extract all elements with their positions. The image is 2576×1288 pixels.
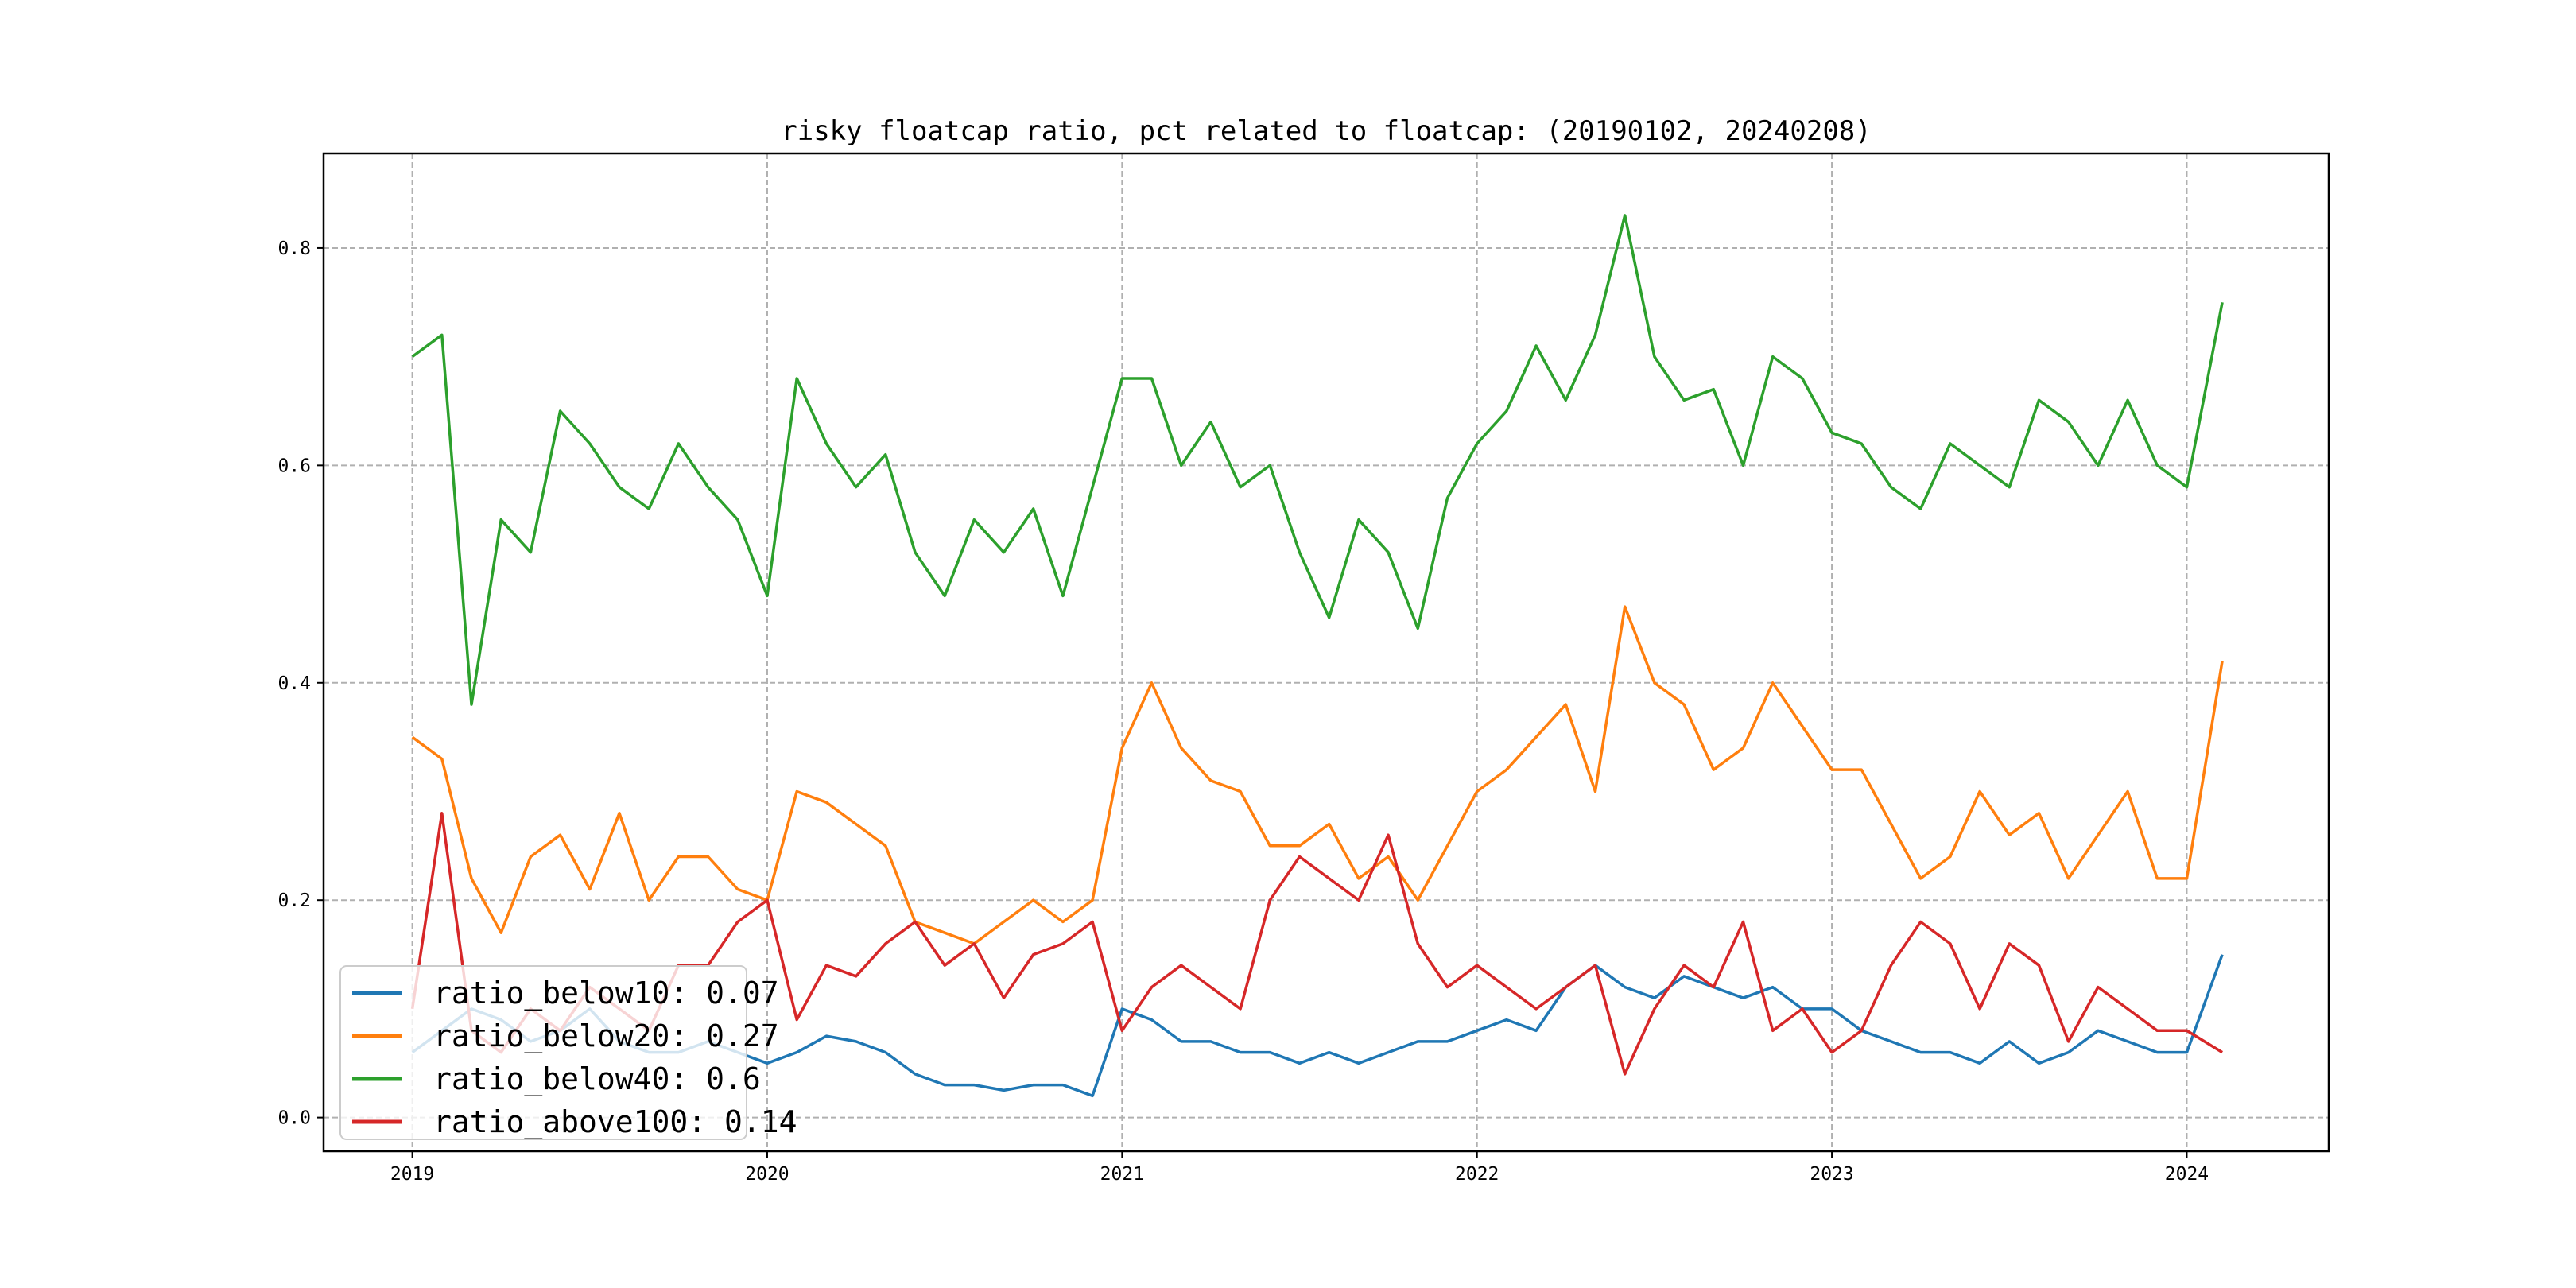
ticks: 2019 2020 2021 2022 2023 2024 0.0 0.2 0.4 0.6 0.8 xyxy=(277,239,2209,1185)
legend-box xyxy=(339,965,747,1140)
legend-label: ratio_above100: 0.14 xyxy=(433,1104,797,1140)
x-tick-label: 2020 xyxy=(745,1164,789,1185)
y-tick-label: 0.2 xyxy=(277,890,311,911)
y-tick-label: 0.8 xyxy=(277,239,311,259)
x-tick-label: 2023 xyxy=(1810,1164,1853,1185)
legend-label: ratio_below20: 0.27 xyxy=(433,1018,779,1054)
legend-label: ratio_below40: 0.6 xyxy=(433,1061,761,1097)
x-tick-label: 2021 xyxy=(1100,1164,1144,1185)
x-tick-label: 2019 xyxy=(390,1164,434,1185)
series-line-ratio-below20 xyxy=(411,605,2224,945)
x-tick-label: 2022 xyxy=(1455,1164,1499,1185)
legend: ratio_below10: 0.07 ratio_below20: 0.27 ra… xyxy=(339,965,797,1140)
axes-frame xyxy=(322,152,2330,1153)
grid xyxy=(324,153,2329,1151)
y-tick-label: 0.4 xyxy=(277,673,311,694)
legend-label: ratio_below10: 0.07 xyxy=(433,976,779,1011)
x-tick-label: 2024 xyxy=(2165,1164,2209,1185)
y-tick-label: 0.0 xyxy=(277,1108,311,1129)
chart-title: risky floatcap ratio, pct related to flo… xyxy=(781,115,1871,147)
y-tick-label: 0.6 xyxy=(277,456,311,476)
series-lines xyxy=(410,214,2224,1098)
series-line-ratio-above100 xyxy=(410,812,2224,1076)
series-line-ratio-below40 xyxy=(411,214,2224,706)
